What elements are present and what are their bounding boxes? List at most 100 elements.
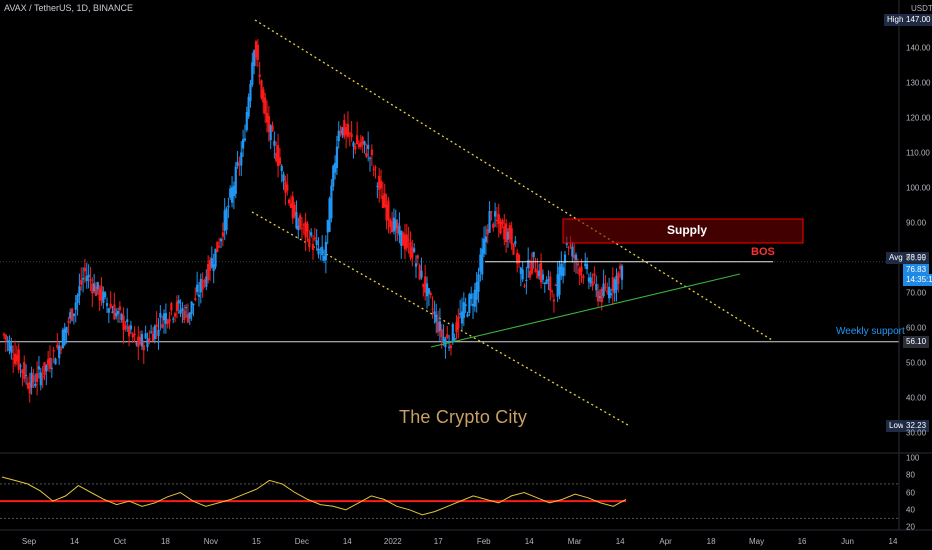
candle[interactable] [98, 285, 101, 312]
candle[interactable] [552, 293, 556, 313]
candle[interactable] [168, 311, 171, 330]
candle[interactable] [381, 181, 384, 209]
candle[interactable] [50, 357, 53, 378]
candle[interactable] [6, 336, 9, 352]
candle[interactable] [116, 307, 120, 323]
candle[interactable] [345, 123, 348, 149]
candle[interactable] [606, 282, 609, 295]
candle[interactable] [203, 278, 206, 288]
candle[interactable] [48, 345, 52, 373]
candle[interactable] [216, 241, 219, 253]
candle[interactable] [431, 296, 434, 319]
candle[interactable] [47, 350, 50, 372]
candle[interactable] [587, 273, 590, 290]
candle[interactable] [341, 126, 344, 139]
candle[interactable] [196, 271, 199, 296]
candle[interactable] [184, 304, 188, 318]
candles-layer[interactable] [2, 39, 624, 403]
candle[interactable] [104, 291, 107, 300]
candle[interactable] [501, 218, 504, 229]
candle[interactable] [286, 173, 289, 196]
candle[interactable] [563, 250, 567, 276]
candle[interactable] [251, 52, 254, 88]
candle[interactable] [407, 226, 410, 254]
candle[interactable] [19, 363, 22, 378]
candle[interactable] [273, 131, 276, 159]
candle[interactable] [392, 208, 396, 235]
candle[interactable] [315, 229, 318, 251]
candle[interactable] [418, 263, 421, 281]
candle[interactable] [74, 295, 77, 323]
candle[interactable] [499, 218, 502, 235]
candle[interactable] [442, 324, 445, 347]
candle[interactable] [411, 239, 414, 267]
candle[interactable] [534, 257, 537, 273]
candle[interactable] [72, 313, 75, 325]
candle[interactable] [56, 332, 59, 350]
candle[interactable] [83, 258, 87, 283]
candle[interactable] [389, 217, 392, 235]
candle[interactable] [59, 345, 63, 355]
candle[interactable] [488, 201, 491, 233]
candle[interactable] [236, 151, 239, 169]
candle[interactable] [12, 345, 15, 373]
candle[interactable] [604, 275, 607, 292]
candle[interactable] [28, 372, 31, 403]
candle[interactable] [517, 253, 521, 268]
candle[interactable] [151, 327, 155, 342]
candle[interactable] [409, 231, 412, 261]
candle[interactable] [436, 310, 440, 337]
candle[interactable] [302, 223, 305, 235]
candle[interactable] [574, 252, 578, 274]
candle[interactable] [308, 230, 311, 252]
candle[interactable] [608, 277, 611, 304]
candle[interactable] [584, 252, 587, 270]
candle[interactable] [425, 276, 429, 309]
candle[interactable] [541, 269, 545, 284]
candle[interactable] [10, 337, 13, 360]
candle[interactable] [365, 143, 368, 159]
candle[interactable] [484, 225, 487, 256]
candle[interactable] [256, 39, 259, 67]
candle[interactable] [505, 218, 508, 253]
candle[interactable] [495, 207, 499, 228]
candle[interactable] [576, 258, 579, 274]
candle[interactable] [69, 308, 72, 324]
candle[interactable] [238, 156, 241, 176]
candle[interactable] [229, 185, 232, 200]
candle[interactable] [76, 293, 79, 316]
candle[interactable] [197, 282, 201, 307]
candle[interactable] [319, 247, 322, 261]
candle[interactable] [297, 217, 300, 239]
candle[interactable] [368, 156, 372, 172]
candle[interactable] [124, 321, 127, 332]
candle[interactable] [133, 326, 136, 343]
candle[interactable] [571, 241, 574, 263]
candle[interactable] [43, 362, 46, 381]
candle[interactable] [374, 165, 377, 179]
candle[interactable] [516, 248, 519, 273]
candle[interactable] [37, 355, 41, 379]
candle[interactable] [218, 237, 221, 249]
candle[interactable] [352, 140, 355, 159]
candle[interactable] [429, 291, 432, 299]
candle[interactable] [105, 297, 109, 313]
candle[interactable] [427, 288, 430, 306]
candle[interactable] [508, 222, 511, 244]
candle[interactable] [207, 255, 210, 284]
candle[interactable] [34, 373, 37, 388]
candle[interactable] [464, 297, 467, 314]
candle[interactable] [339, 125, 342, 137]
candle[interactable] [503, 213, 506, 246]
candle[interactable] [258, 61, 261, 85]
candle[interactable] [497, 203, 500, 238]
candle[interactable] [394, 209, 397, 242]
candle[interactable] [460, 297, 464, 330]
candle[interactable] [247, 93, 250, 119]
candle[interactable] [155, 311, 158, 340]
candle[interactable] [214, 248, 217, 270]
candle[interactable] [293, 201, 296, 219]
candle[interactable] [521, 261, 524, 282]
candle[interactable] [580, 258, 583, 284]
candle[interactable] [181, 301, 184, 324]
